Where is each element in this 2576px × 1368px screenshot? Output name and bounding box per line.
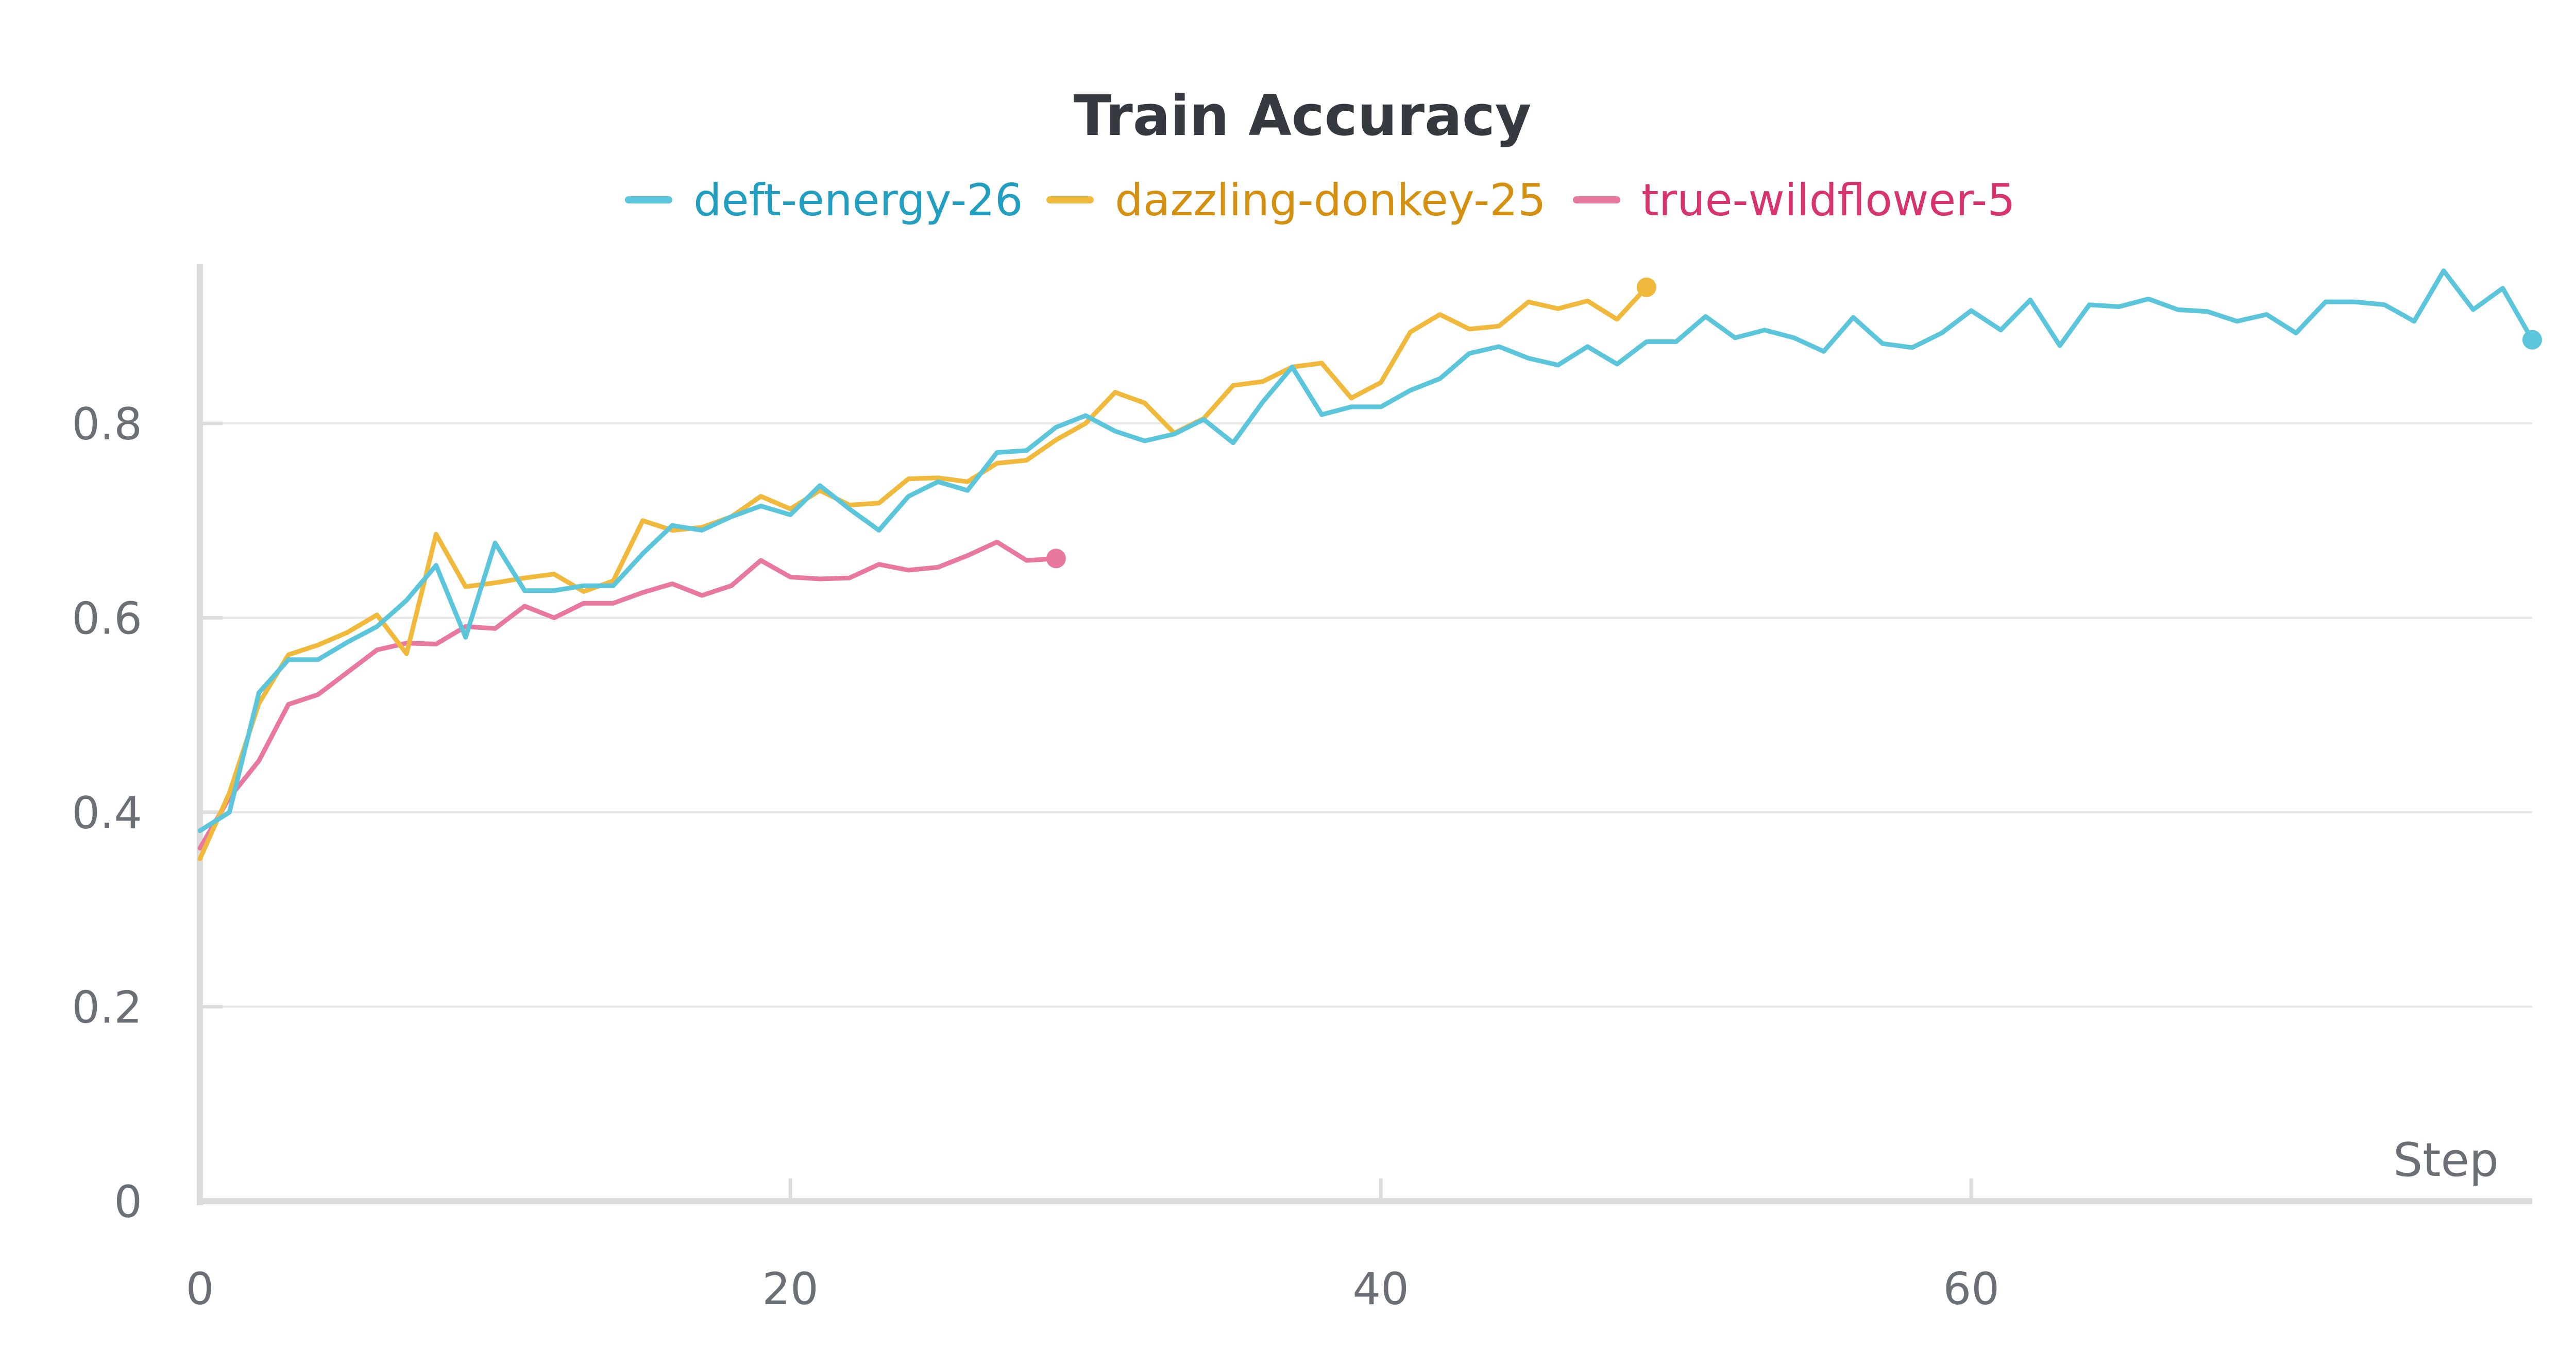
legend-label: dazzling-donkey-25	[1115, 175, 1546, 226]
series-line-dazzling-donkey-25	[197, 285, 1649, 862]
legend-label: true-wildflower-5	[1641, 175, 2015, 226]
grid	[200, 422, 2532, 1008]
x-tick-label: 40	[1352, 1263, 1409, 1315]
y-tick-label: 0.2	[72, 982, 142, 1034]
y-tick-label: 0.8	[72, 399, 142, 450]
legend: deft-energy-26 dazzling-donkey-25 true-wil…	[625, 175, 2015, 226]
y-tick-label: 0.6	[72, 593, 142, 645]
axes: 0 0.2 0.4 0.6 0.8 0 20 40 60	[72, 264, 2532, 1315]
series-end-point-dazzling-donkey-25	[1636, 277, 1656, 297]
series-end-point-true-wildflower-5	[1046, 549, 1066, 569]
x-tick-label: 0	[186, 1263, 214, 1315]
y-tick-label: 0	[114, 1176, 142, 1228]
series-end-point-deft-energy-26	[2522, 330, 2542, 350]
x-axis-label: Step	[2393, 1133, 2499, 1187]
x-tick-label: 60	[1943, 1263, 1999, 1315]
chart-title: Train Accuracy	[1074, 84, 1532, 148]
series-line-deft-energy-26	[197, 268, 2535, 833]
x-tick-label: 20	[762, 1263, 818, 1315]
series-layer	[197, 268, 2542, 862]
y-tick-label: 0.4	[72, 788, 142, 839]
legend-label: deft-energy-26	[693, 175, 1023, 226]
series-line-true-wildflower-5	[197, 539, 1059, 851]
